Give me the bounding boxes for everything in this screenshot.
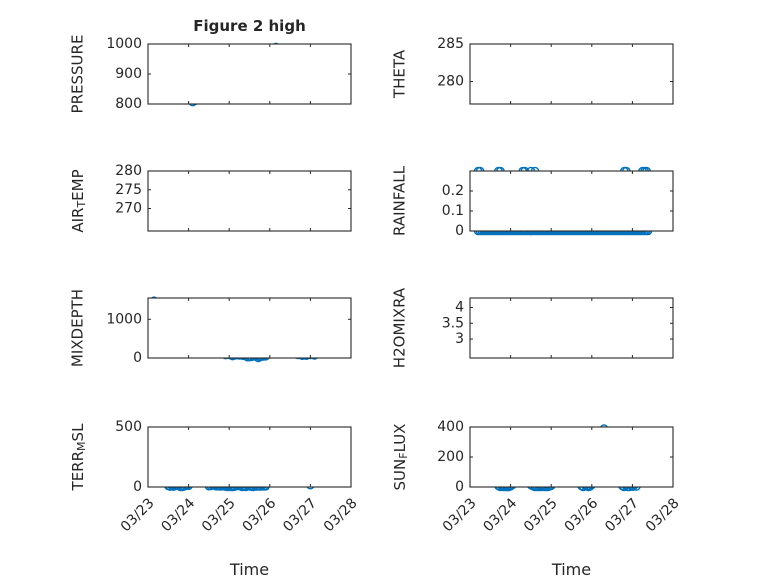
y-axis-label: SUNFLUX <box>391 424 411 491</box>
y-axis-label: RAINFALL <box>391 165 409 236</box>
y-tick-label: 4 <box>455 299 464 315</box>
x-tick-label: 03/28 <box>321 495 361 535</box>
x-tick-label: 03/23 <box>118 495 158 535</box>
y-tick-label: 500 <box>115 419 142 435</box>
y-axis-label: PRESSURE <box>69 35 87 114</box>
x-tick-label: 03/24 <box>158 495 198 535</box>
axes-frame <box>469 426 674 488</box>
x-tick-label: 03/23 <box>440 495 480 535</box>
x-tick-label: 03/25 <box>199 495 239 535</box>
x-axis-label: Time <box>229 560 269 579</box>
y-tick-label: 280 <box>115 163 142 179</box>
chart-title: Figure 2 high <box>193 17 306 35</box>
y-axis-label: MIXDEPTH <box>69 289 87 367</box>
subplot-pressure: 800 900 1000 PRESSURE Figure 2 high <box>69 17 352 113</box>
y-tick-label: 0.2 <box>442 183 464 199</box>
y-axis-label: AIRTEMP <box>69 169 89 232</box>
y-tick-label: 1000 <box>106 36 142 52</box>
x-tick-label: 03/26 <box>562 495 602 535</box>
x-tick-label: 03/25 <box>521 495 561 535</box>
y-tick-label: 3.5 <box>442 315 464 331</box>
axes-frame <box>147 297 352 359</box>
axes-frame <box>469 170 674 232</box>
x-tick-label: 03/28 <box>643 495 683 535</box>
y-tick-label: 900 <box>115 66 142 82</box>
y-tick-label: 1000 <box>106 311 142 327</box>
x-tick-label: 03/26 <box>240 495 280 535</box>
y-tick-label: 285 <box>437 36 464 52</box>
y-tick-label: 0 <box>133 479 142 495</box>
y-tick-label: 3 <box>455 331 464 347</box>
y-tick-label: 0 <box>455 223 464 239</box>
subplot-theta: 280 285 THETA <box>391 36 674 105</box>
x-axis-label: Time <box>551 560 591 579</box>
subplot-air_temp: 270 275 280 AIRTEMP <box>69 163 352 233</box>
y-tick-label: 800 <box>115 96 142 112</box>
subplot-h2omixra: 33.54 H2OMIXRA <box>391 287 674 368</box>
y-tick-label: 200 <box>437 449 464 465</box>
subplot-rainfall: 0 0.1 0.2 RAINFALL <box>391 165 674 239</box>
y-axis-label: THETA <box>391 49 409 99</box>
x-tick-label: 03/27 <box>280 495 320 535</box>
axes-frame <box>147 43 352 105</box>
subplot-mixdepth: 0 1000 MIXDEPTH <box>69 289 352 367</box>
y-tick-label: 400 <box>437 419 464 435</box>
y-axis-label: TERRMSL <box>69 423 89 492</box>
axes-frame <box>469 297 674 359</box>
subplot-terr_msl: 0 500 03/23 03/24 03/25 03/26 03/27 03/28 TERRMS… <box>69 419 361 579</box>
y-tick-label: 280 <box>437 74 464 90</box>
y-tick-label: 0 <box>133 350 142 366</box>
y-tick-label: 275 <box>115 182 142 198</box>
x-tick-label: 03/27 <box>602 495 642 535</box>
y-axis-label: H2OMIXRA <box>391 287 409 368</box>
y-tick-label: 270 <box>115 201 142 217</box>
axes-frame <box>147 426 352 488</box>
axes-frame <box>469 43 674 105</box>
axes-frame <box>147 170 352 232</box>
y-tick-label: 0 <box>455 479 464 495</box>
y-tick-label: 0.1 <box>442 203 464 219</box>
x-tick-label: 03/24 <box>480 495 520 535</box>
subplot-sun_flux: 0 200 400 03/23 03/24 03/25 03/26 03/27 03/28 SUN… <box>391 419 683 579</box>
